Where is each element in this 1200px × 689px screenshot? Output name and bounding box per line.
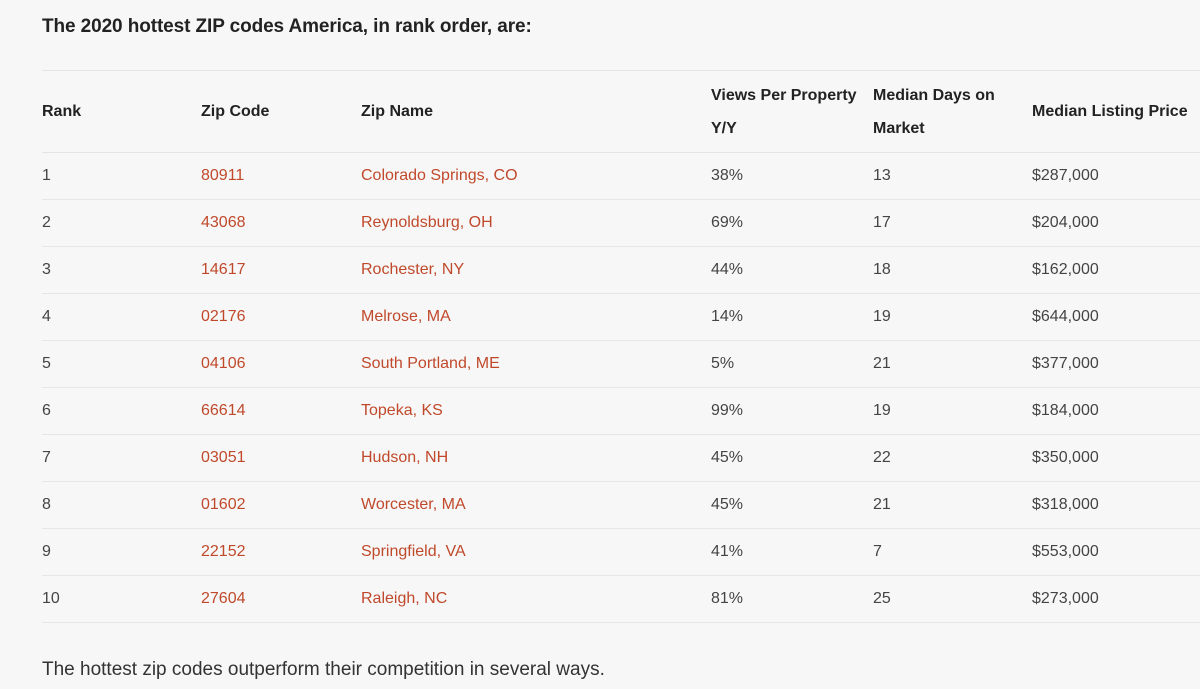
- cell-days: 21: [873, 496, 891, 513]
- cell-price: $273,000: [1032, 590, 1099, 607]
- header-rank: Rank: [42, 103, 82, 120]
- cell-days: 25: [873, 590, 891, 607]
- cell-rank: 8: [42, 496, 51, 513]
- cell-rank: 1: [42, 167, 51, 184]
- header-zip-code: Zip Code: [201, 103, 270, 120]
- table-row: 7 03051 Hudson, NH 45% 22 $350,000: [42, 435, 1200, 482]
- cell-days: 18: [873, 261, 891, 278]
- cell-zip-link[interactable]: 03051: [201, 449, 246, 466]
- cell-views: 81%: [711, 590, 744, 607]
- cell-views: 69%: [711, 214, 744, 231]
- hottest-zip-codes-table: Rank Zip Code Zip Name Views Per Propert…: [42, 70, 1200, 623]
- cell-price: $318,000: [1032, 496, 1099, 513]
- cell-days: 19: [873, 402, 891, 419]
- cell-rank: 7: [42, 449, 51, 466]
- cell-price: $350,000: [1032, 449, 1099, 466]
- cell-views: 5%: [711, 355, 735, 372]
- cell-rank: 5: [42, 355, 51, 372]
- table-row: 10 27604 Raleigh, NC 81% 25 $273,000: [42, 576, 1200, 623]
- cell-price: $162,000: [1032, 261, 1099, 278]
- cell-zip-name-link[interactable]: Colorado Springs, CO: [361, 167, 518, 184]
- cell-days: 13: [873, 167, 891, 184]
- cell-zip-link[interactable]: 66614: [201, 402, 246, 419]
- cell-price: $644,000: [1032, 308, 1099, 325]
- header-median-days-on-market: Median Days on Market: [873, 86, 995, 137]
- table-row: 1 80911 Colorado Springs, CO 38% 13 $287…: [42, 153, 1200, 200]
- cell-zip-name-link[interactable]: Springfield, VA: [361, 543, 466, 560]
- cell-price: $204,000: [1032, 214, 1099, 231]
- article-paragraph: The hottest zip codes outperform their c…: [42, 659, 605, 680]
- cell-views: 45%: [711, 449, 744, 466]
- cell-zip-name-link[interactable]: South Portland, ME: [361, 355, 500, 372]
- cell-days: 21: [873, 355, 891, 372]
- cell-price: $184,000: [1032, 402, 1099, 419]
- header-zip-name: Zip Name: [361, 103, 434, 120]
- table-row: 8 01602 Worcester, MA 45% 21 $318,000: [42, 482, 1200, 529]
- cell-views: 99%: [711, 402, 744, 419]
- cell-zip-link[interactable]: 04106: [201, 355, 246, 372]
- cell-days: 17: [873, 214, 891, 231]
- cell-zip-name-link[interactable]: Worcester, MA: [361, 496, 466, 513]
- cell-zip-name-link[interactable]: Topeka, KS: [361, 402, 443, 419]
- cell-zip-name-link[interactable]: Hudson, NH: [361, 449, 449, 466]
- table-row: 2 43068 Reynoldsburg, OH 69% 17 $204,000: [42, 200, 1200, 247]
- cell-zip-link[interactable]: 01602: [201, 496, 246, 513]
- cell-zip-link[interactable]: 43068: [201, 214, 246, 231]
- header-views-per-property: Views Per Property Y/Y: [711, 86, 857, 137]
- cell-zip-link[interactable]: 14617: [201, 261, 246, 278]
- cell-zip-name-link[interactable]: Rochester, NY: [361, 261, 465, 278]
- cell-days: 7: [873, 543, 882, 560]
- cell-price: $287,000: [1032, 167, 1099, 184]
- header-median-listing-price: Median Listing Price: [1032, 103, 1188, 120]
- cell-price: $553,000: [1032, 543, 1099, 560]
- cell-views: 14%: [711, 308, 744, 325]
- cell-zip-link[interactable]: 02176: [201, 308, 246, 325]
- cell-zip-link[interactable]: 80911: [201, 167, 245, 184]
- cell-days: 22: [873, 449, 891, 466]
- cell-rank: 9: [42, 543, 51, 560]
- table-row: 9 22152 Springfield, VA 41% 7 $553,000: [42, 529, 1200, 576]
- table-intro-heading: The 2020 hottest ZIP codes America, in r…: [42, 16, 532, 37]
- table-header-row: Rank Zip Code Zip Name Views Per Propert…: [42, 70, 1200, 153]
- cell-zip-link[interactable]: 27604: [201, 590, 246, 607]
- cell-price: $377,000: [1032, 355, 1099, 372]
- cell-views: 44%: [711, 261, 744, 278]
- cell-views: 38%: [711, 167, 744, 184]
- cell-zip-name-link[interactable]: Reynoldsburg, OH: [361, 214, 493, 231]
- table-row: 4 02176 Melrose, MA 14% 19 $644,000: [42, 294, 1200, 341]
- cell-rank: 3: [42, 261, 51, 278]
- cell-zip-name-link[interactable]: Melrose, MA: [361, 308, 451, 325]
- cell-zip-link[interactable]: 22152: [201, 543, 246, 560]
- cell-zip-name-link[interactable]: Raleigh, NC: [361, 590, 448, 607]
- cell-rank: 4: [42, 308, 51, 325]
- cell-views: 45%: [711, 496, 744, 513]
- cell-days: 19: [873, 308, 891, 325]
- cell-rank: 10: [42, 590, 60, 607]
- table-row: 5 04106 South Portland, ME 5% 21 $377,00…: [42, 341, 1200, 388]
- cell-rank: 6: [42, 402, 51, 419]
- cell-rank: 2: [42, 214, 51, 231]
- cell-views: 41%: [711, 543, 744, 560]
- table-row: 6 66614 Topeka, KS 99% 19 $184,000: [42, 388, 1200, 435]
- table-row: 3 14617 Rochester, NY 44% 18 $162,000: [42, 247, 1200, 294]
